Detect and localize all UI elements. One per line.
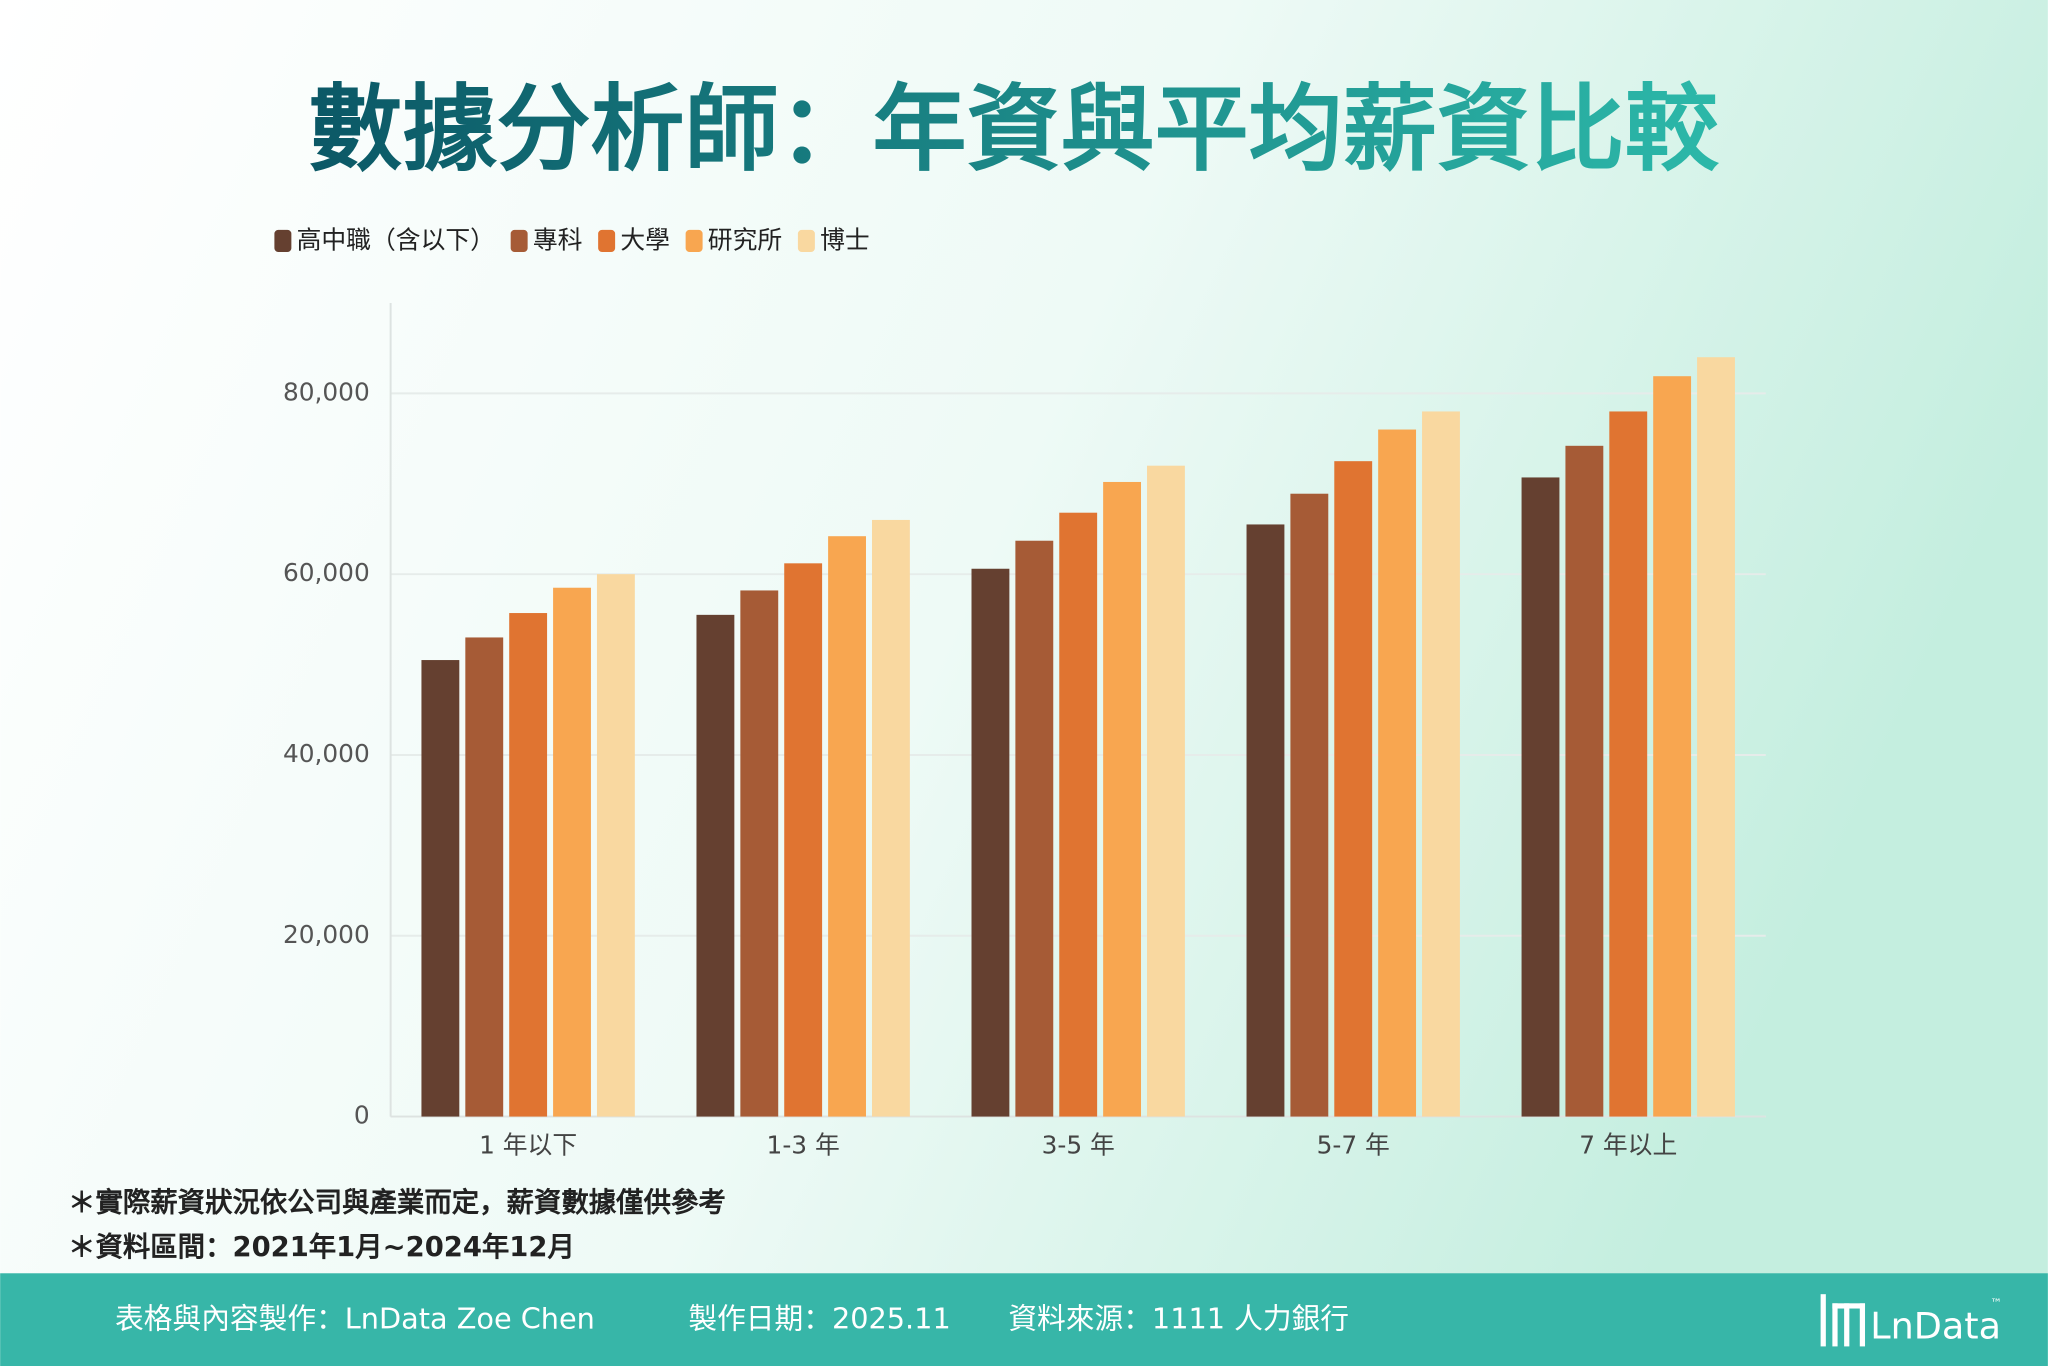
y-tick-label: 20,000 (283, 920, 370, 949)
y-tick-label: 80,000 (283, 377, 370, 406)
legend-label: 大學 (620, 226, 670, 255)
bar (1147, 465, 1185, 1117)
legend-label: 博士 (820, 226, 870, 255)
bar (971, 568, 1010, 1117)
legend-swatch (797, 229, 815, 253)
logo-text: LnData (1870, 1305, 2001, 1348)
chart-title: 數據分析師：年資與平均薪資比較 (308, 76, 1719, 185)
legend-label: 高中職（含以下） (297, 226, 495, 255)
bar (1334, 461, 1373, 1117)
x-tick-label: 1-3 年 (767, 1131, 840, 1160)
legend-label: 研究所 (708, 226, 782, 255)
bar (1609, 411, 1648, 1117)
y-tick-label: 40,000 (283, 739, 370, 768)
note: ＊實際薪資狀況依公司與產業而定，薪資數據僅供參考 (68, 1187, 726, 1219)
bar (509, 613, 548, 1117)
legend-label: 專科 (533, 226, 583, 255)
bar (596, 574, 635, 1117)
footer-bar (0, 1273, 2048, 1366)
footer-credit: 表格與內容製作：LnData Zoe Chen (115, 1301, 595, 1335)
bar (828, 536, 866, 1117)
x-tick-label: 7 年以上 (1579, 1131, 1677, 1160)
plot: 0 20,000 40,000 60,000 80,000 1 年以下 1-3 年 3-5 年… (283, 302, 1766, 1160)
trademark: ™ (1990, 1296, 2002, 1310)
bar (740, 590, 779, 1117)
legend-swatch (598, 229, 616, 253)
x-tick-label: 1 年以下 (479, 1131, 577, 1160)
bar (1290, 493, 1329, 1117)
x-tick-label: 3-5 年 (1042, 1131, 1115, 1160)
x-tick-label: 5-7 年 (1317, 1131, 1390, 1160)
bar (421, 660, 460, 1117)
note: ＊資料區間：2021年1月~2024年12月 (68, 1231, 575, 1263)
bar (1059, 512, 1098, 1117)
logo (1820, 1294, 1866, 1347)
bar (1378, 429, 1417, 1117)
bar (871, 519, 910, 1117)
y-tick-label: 0 (354, 1101, 370, 1130)
footer-date: 製作日期：2025.11 (688, 1301, 950, 1335)
footer-source: 資料來源：1111 人力銀行 (1008, 1301, 1349, 1335)
legend: 高中職（含以下） 專科 大學 研究所 博士 (274, 226, 870, 255)
legend-swatch (274, 229, 292, 253)
bar (1015, 540, 1054, 1117)
bar (1103, 481, 1142, 1117)
legend-swatch (510, 229, 528, 253)
bar (696, 614, 735, 1117)
bar (1697, 357, 1735, 1117)
bar (784, 563, 823, 1117)
bar (1565, 445, 1604, 1117)
y-tick-label: 60,000 (283, 558, 370, 587)
bar (1653, 376, 1692, 1117)
bar (1246, 524, 1285, 1117)
bar (1422, 411, 1460, 1117)
legend-swatch (685, 229, 703, 253)
bar (553, 587, 591, 1117)
bar (1521, 477, 1560, 1117)
bar (465, 637, 504, 1117)
